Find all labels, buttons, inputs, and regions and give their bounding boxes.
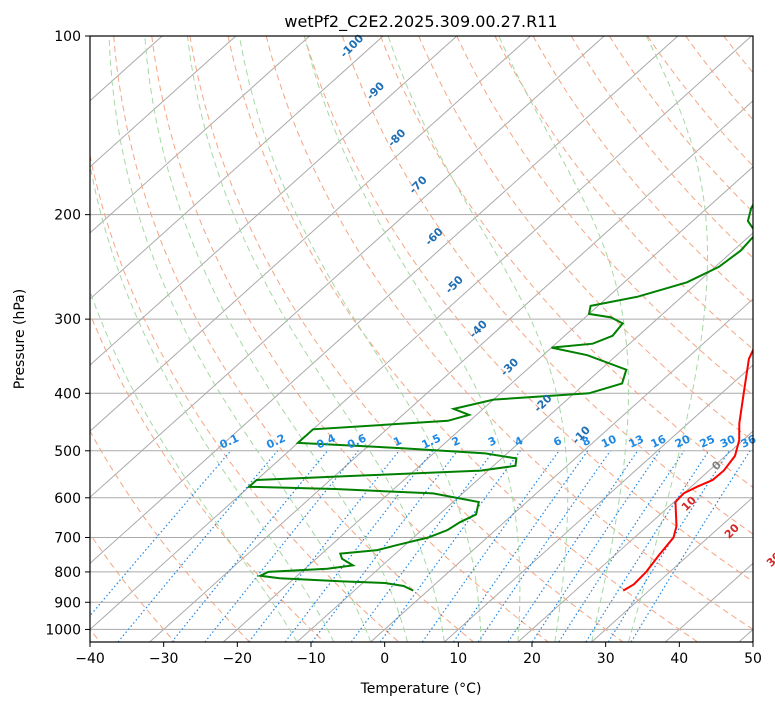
isotherm-line [517, 430, 753, 642]
moist-adiabat-line [387, 36, 569, 642]
isotherm-line [370, 298, 753, 642]
y-tick-label: 1000 [45, 622, 81, 638]
mixing-ratio-label: 13 [627, 433, 646, 451]
plot-frame [89, 35, 754, 643]
isotherm-line [90, 36, 531, 432]
mixing-ratio-line [477, 450, 611, 642]
mixing-ratio-line [585, 450, 710, 642]
isotherm-line [90, 36, 384, 300]
y-tick-label: 200 [54, 208, 81, 224]
dry-adiabat-line [90, 312, 325, 642]
y-tick-label: 700 [54, 531, 81, 547]
moist-adiabat-line [303, 36, 521, 642]
dry-adiabat-line [265, 36, 753, 631]
y-tick-label: 600 [54, 491, 81, 507]
profile-lines [246, 202, 753, 592]
moist-adiabat-line [628, 36, 708, 642]
moist-adiabat-line [498, 36, 629, 642]
dry-adiabat-line [113, 36, 474, 642]
isotherm-line [90, 36, 752, 631]
background-lines [90, 36, 753, 642]
dry-adiabat-line [380, 36, 753, 489]
mixing-ratio-line [350, 450, 495, 642]
isotherm-line [90, 36, 679, 565]
x-tick-label: 20 [523, 651, 541, 667]
mixing-ratio-line [453, 450, 589, 642]
mixing-ratio-line [311, 450, 458, 642]
mixing-ratio-line [204, 450, 359, 642]
dry-adiabat-line [303, 36, 753, 583]
moist-adiabat-line [238, 36, 482, 642]
moist-adiabat-line [90, 162, 335, 642]
mixing-ratio-label: 20 [673, 432, 693, 450]
x-tick-label: 40 [670, 651, 688, 667]
dry-adiabat-line [90, 532, 176, 642]
x-tick-label: 50 [744, 651, 762, 667]
isotherm-line [443, 364, 753, 642]
chart-title: wetPf2_C2E2.2025.309.00.27.R11 [284, 12, 557, 32]
dry-adiabat-line [151, 36, 549, 642]
dry-adiabat-line [90, 429, 250, 642]
dry-adiabat-line [532, 36, 753, 305]
mixing-ratio-line [531, 450, 661, 642]
y-axis: 100 200 300 400 500 600 700 800 900 1000 [45, 29, 90, 638]
y-axis-title: Pressure (hPa) [12, 289, 28, 389]
dry-adiabat-line [227, 36, 698, 642]
isotherm-line [222, 166, 753, 642]
isotherm-line [90, 36, 605, 498]
y-tick-label: 800 [54, 565, 81, 581]
x-tick-label: −20 [223, 651, 253, 667]
isotherm-line [90, 36, 237, 168]
mixing-ratio-line [421, 450, 560, 642]
isotherm-line [90, 36, 310, 234]
y-tick-label: 100 [54, 29, 81, 45]
mixing-ratio-label: 10 [599, 432, 619, 450]
mixing-ratio-label: 25 [698, 433, 717, 451]
mixing-ratio-line [607, 450, 730, 642]
mixing-ratio-line [171, 450, 328, 642]
mixing-ratio-label: 16 [649, 432, 669, 450]
mixing-ratio-label: 30 [718, 432, 738, 450]
x-tick-label: −10 [296, 651, 326, 667]
y-tick-label: 500 [54, 444, 81, 460]
x-axis: −40 −30 −20 −10 0 10 20 30 40 50 [75, 642, 762, 667]
moist-adiabat-line [144, 36, 408, 642]
mixing-ratio-line [558, 450, 685, 642]
x-tick-label: 10 [449, 651, 467, 667]
temperature-line [622, 347, 753, 592]
dry-adiabat-line [494, 36, 753, 350]
x-tick-label: −40 [75, 651, 105, 667]
dry-adiabat-line [90, 152, 400, 642]
dewpoint-line [246, 202, 753, 592]
x-tick-label: −30 [149, 651, 179, 667]
y-tick-label: 300 [54, 312, 81, 328]
isotherm-line [149, 100, 753, 642]
y-tick-label: 900 [54, 595, 81, 611]
dry-adiabat-line [608, 36, 753, 213]
mixing-ratio-line [507, 450, 639, 642]
x-axis-title: Temperature (°C) [360, 681, 482, 697]
moist-adiabat-line [186, 36, 445, 642]
dry-adiabat-line [570, 36, 753, 259]
dry-adiabat-line [189, 36, 624, 642]
y-tick-label: 400 [54, 386, 81, 402]
x-tick-label: 30 [597, 651, 615, 667]
thickness-label: 30 [764, 549, 775, 569]
mixing-ratio-line [117, 450, 278, 642]
dry-adiabat-line [418, 36, 753, 442]
isotherm-line [90, 36, 458, 366]
dry-adiabat-line [456, 36, 753, 396]
mixing-ratio-line [379, 450, 521, 642]
isotherm-line [591, 496, 753, 642]
moist-adiabat-line [108, 36, 372, 642]
x-tick-label: 0 [380, 651, 389, 667]
